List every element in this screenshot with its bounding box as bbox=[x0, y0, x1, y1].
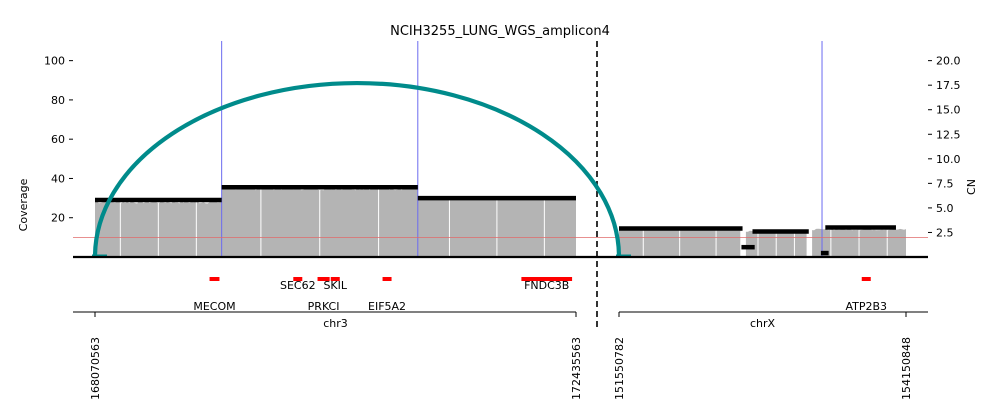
gene-bar bbox=[293, 277, 303, 281]
chromosome-label: chrX bbox=[750, 317, 776, 330]
gene-bar bbox=[861, 277, 871, 281]
left-tick-label: 100 bbox=[44, 55, 65, 68]
gene-label: ATP2B3 bbox=[845, 300, 887, 313]
gene-label: MECOM bbox=[193, 300, 235, 313]
right-tick-label: 10.0 bbox=[936, 153, 961, 166]
position-tick-label: 154150848 bbox=[900, 337, 913, 400]
discordant-edge-arc bbox=[92, 80, 622, 258]
copy-number-layer bbox=[95, 185, 896, 256]
y-axis-label-right: CN bbox=[965, 179, 978, 195]
left-tick-label: 40 bbox=[51, 172, 65, 185]
genome-axis-layer: chr3 168070563 172435563 chrX 151550782 15415… bbox=[73, 311, 928, 400]
gene-label: SKIL bbox=[323, 279, 347, 292]
coverage-layer bbox=[95, 186, 906, 257]
position-tick-label: 151550782 bbox=[613, 337, 626, 400]
gene-label: FNDC3B bbox=[524, 279, 569, 292]
reference-lines-layer bbox=[73, 41, 928, 330]
left-tick-label: 20 bbox=[51, 212, 65, 225]
gene-label: EIF5A2 bbox=[368, 300, 406, 313]
chart-title: NCIH3255_LUNG_WGS_amplicon4 bbox=[390, 24, 610, 39]
right-tick-label: 2.5 bbox=[936, 226, 954, 239]
position-tick-label: 168070563 bbox=[89, 337, 102, 400]
gene-label: PRKCI bbox=[308, 300, 340, 313]
right-tick-label: 5.0 bbox=[936, 202, 954, 215]
position-tick-label: 172435563 bbox=[570, 337, 583, 400]
left-tick-label: 60 bbox=[51, 133, 65, 146]
right-tick-label: 20.0 bbox=[936, 55, 961, 68]
right-tick-label: 17.5 bbox=[936, 79, 961, 92]
chromosome-label: chr3 bbox=[323, 317, 348, 330]
gene-track-layer: MECOM SEC62 PRKCI SKIL EIF5A2 FNDC3B ATP2B3 bbox=[193, 277, 887, 313]
gene-bar bbox=[317, 277, 330, 281]
y-axis-label-left: Coverage bbox=[17, 178, 30, 231]
right-tick-label: 15.0 bbox=[936, 104, 961, 117]
gene-bar bbox=[521, 277, 573, 281]
gene-label: SEC62 bbox=[280, 279, 316, 292]
right-tick-label: 7.5 bbox=[936, 177, 954, 190]
gene-bar bbox=[209, 277, 220, 281]
axes-layer: 20 40 60 80 100 2.5 5.0 7.5 10.0 12.5 15.0 17.5 20.0 bbox=[44, 55, 961, 259]
left-tick-label: 80 bbox=[51, 94, 65, 107]
right-tick-label: 12.5 bbox=[936, 128, 961, 141]
gene-bar bbox=[382, 277, 392, 281]
gene-bar bbox=[330, 277, 340, 281]
